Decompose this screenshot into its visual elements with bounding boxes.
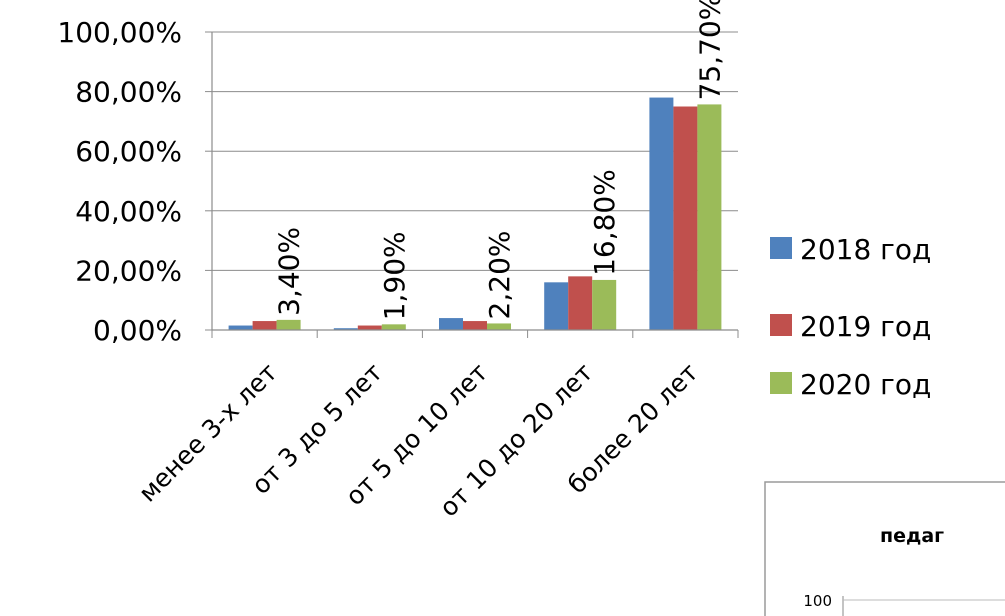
bar-2020-год-1	[381, 324, 406, 330]
bar-2019-год-4	[673, 106, 698, 330]
bar-2019-год-0	[252, 321, 277, 330]
inset-title: педаг	[880, 525, 944, 547]
y-tick-label: 0,00%	[93, 314, 182, 347]
legend-label: 2018 год	[800, 233, 931, 266]
legend: 2018 год 2019 год 2020 год	[770, 233, 931, 401]
bar-2020-год-0	[276, 319, 301, 330]
legend-swatch	[770, 372, 792, 394]
bar-2019-год-2	[463, 321, 487, 330]
inset-frame	[764, 481, 1005, 616]
data-label: 75,70%	[693, 0, 726, 100]
y-tick-label: 80,00%	[75, 76, 182, 109]
y-axis-tick-labels: 0,00% 20,00% 40,00% 60,00% 80,00% 100,00%	[57, 16, 182, 347]
axes	[211, 32, 739, 338]
bar-2018-год-0	[228, 325, 253, 330]
bar-2018-год-4	[649, 97, 674, 330]
y-tick-label: 100,00%	[57, 16, 182, 49]
data-label: 3,40%	[273, 227, 306, 316]
legend-swatch	[770, 314, 792, 336]
y-tick-label: 40,00%	[75, 195, 182, 228]
data-label: 2,20%	[483, 230, 516, 319]
bar-2018-год-1	[333, 328, 358, 330]
bars	[228, 97, 722, 330]
data-label: 1,90%	[378, 231, 411, 320]
bar-2020-год-3	[592, 279, 617, 330]
legend-swatch	[770, 237, 792, 259]
bar-2020-год-4	[697, 104, 722, 330]
data-label: 16,80%	[588, 169, 621, 276]
inset-chart: педаг 100	[764, 481, 1005, 616]
y-tick-label: 20,00%	[75, 254, 182, 287]
legend-label: 2020 год	[800, 368, 931, 401]
bar-2018-год-2	[439, 318, 463, 330]
inset-ytick-100: 100	[803, 592, 832, 610]
legend-label: 2019 год	[800, 310, 931, 343]
bar-2019-год-3	[568, 276, 593, 330]
bar-2018-год-3	[544, 282, 569, 330]
bar-2020-год-2	[487, 323, 511, 330]
data-labels: 3,40% 1,90% 2,20% 16,80% 75,70%	[273, 0, 727, 320]
y-tick-label: 60,00%	[75, 135, 182, 168]
bar-2019-год-1	[357, 325, 382, 330]
